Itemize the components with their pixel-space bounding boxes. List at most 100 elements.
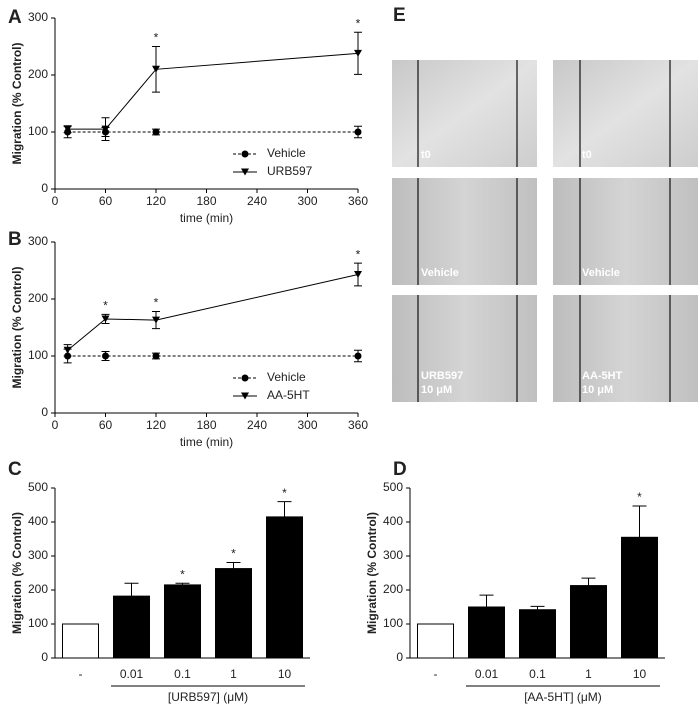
micrograph — [553, 295, 698, 402]
bar — [570, 585, 607, 659]
y-axis-label: Migration (% Control) — [10, 267, 24, 389]
image-label: t0 — [421, 149, 431, 161]
x-tick-label: 0 — [52, 418, 59, 432]
x-tick-label: 1 — [585, 667, 592, 681]
bar — [215, 568, 252, 659]
x-tick-label: 0.01 — [475, 667, 499, 681]
x-tick-label: 0.1 — [174, 667, 191, 681]
bar — [519, 609, 556, 659]
error-bar — [632, 505, 647, 538]
significance: * — [356, 247, 361, 261]
bar — [468, 606, 505, 659]
x-tick-label: 0.01 — [120, 667, 144, 681]
y-tick-label: 400 — [28, 514, 48, 528]
marker — [152, 65, 160, 73]
y-tick-label: 200 — [28, 67, 48, 81]
panel-letter: E — [393, 5, 406, 26]
x-tick-label: - — [79, 667, 83, 681]
x-tick-label: 180 — [196, 194, 216, 208]
image-label: AA-5HT — [582, 370, 623, 382]
bar — [62, 623, 99, 659]
x-tick-label: 1 — [230, 667, 237, 681]
x-axis-label: [URB597] (μM) — [168, 690, 248, 704]
y-axis-label: Migration (% Control) — [365, 512, 379, 634]
image-label: 10 μM — [421, 384, 452, 396]
y-tick-label: 100 — [28, 348, 48, 362]
micrograph — [392, 60, 537, 167]
marker — [354, 49, 362, 57]
error-bar — [226, 561, 241, 569]
marker — [354, 270, 362, 278]
y-tick-label: 200 — [28, 582, 48, 596]
x-tick-label: 10 — [633, 667, 647, 681]
y-tick-label: 300 — [28, 548, 48, 562]
significance: * — [282, 486, 287, 500]
bar — [113, 595, 150, 659]
legend-label: Vehicle — [267, 146, 306, 160]
x-tick-label: 360 — [348, 194, 368, 208]
marker — [354, 352, 362, 360]
marker — [101, 125, 110, 133]
image-label: URB597 — [421, 370, 463, 382]
y-tick-label: 200 — [28, 291, 48, 305]
x-tick-label: 120 — [146, 418, 166, 432]
panel-letter: B — [8, 229, 22, 250]
y-axis-label: Migration (% Control) — [10, 512, 24, 634]
marker — [152, 128, 160, 136]
legend-label: URB597 — [267, 164, 313, 178]
marker — [152, 352, 160, 360]
error-bar — [277, 501, 292, 517]
bar — [164, 584, 201, 659]
significance: * — [154, 31, 159, 45]
bar — [621, 536, 658, 659]
image-label: t0 — [582, 149, 592, 161]
x-tick-label: 10 — [278, 667, 292, 681]
significance: * — [637, 490, 642, 504]
marker — [152, 316, 160, 324]
x-tick-label: 0 — [52, 194, 59, 208]
x-axis-label: [AA-5HT] (μM) — [524, 690, 602, 704]
marker — [63, 125, 72, 133]
marker — [102, 352, 109, 360]
y-tick-label: 200 — [383, 582, 403, 596]
bar — [266, 516, 303, 659]
significance: * — [103, 299, 108, 313]
x-tick-label: 0.1 — [529, 667, 546, 681]
legend-marker — [241, 374, 249, 382]
micrograph — [392, 295, 537, 402]
legend-label: Vehicle — [267, 370, 306, 384]
error-bar — [479, 594, 494, 607]
panel-letter: C — [8, 459, 22, 480]
y-tick-label: 500 — [28, 480, 48, 494]
y-tick-label: 400 — [383, 514, 403, 528]
y-tick-label: 100 — [28, 616, 48, 630]
marker — [63, 346, 72, 354]
y-tick-label: 0 — [396, 650, 403, 664]
panel-letter: D — [393, 459, 407, 480]
x-tick-label: 180 — [196, 418, 216, 432]
x-tick-label: 240 — [247, 194, 267, 208]
image-label: Vehicle — [421, 267, 459, 279]
error-bar — [581, 577, 596, 586]
micrograph — [553, 178, 698, 285]
y-tick-label: 100 — [28, 124, 48, 138]
y-tick-label: 500 — [383, 480, 403, 494]
micrograph — [392, 178, 537, 285]
x-tick-label: 300 — [297, 418, 317, 432]
y-tick-label: 0 — [41, 181, 48, 195]
x-tick-label: 300 — [297, 194, 317, 208]
error-bar — [124, 582, 139, 597]
legend-marker — [241, 168, 249, 176]
x-tick-label: - — [434, 667, 438, 681]
y-tick-label: 100 — [383, 616, 403, 630]
bar — [417, 623, 454, 659]
series-line — [67, 52, 359, 130]
significance: * — [231, 547, 236, 561]
x-tick-label: 360 — [348, 418, 368, 432]
x-tick-label: 240 — [247, 418, 267, 432]
x-tick-label: 60 — [99, 418, 113, 432]
y-tick-label: 300 — [28, 234, 48, 248]
image-label: 10 μM — [582, 384, 613, 396]
significance: * — [180, 567, 185, 581]
